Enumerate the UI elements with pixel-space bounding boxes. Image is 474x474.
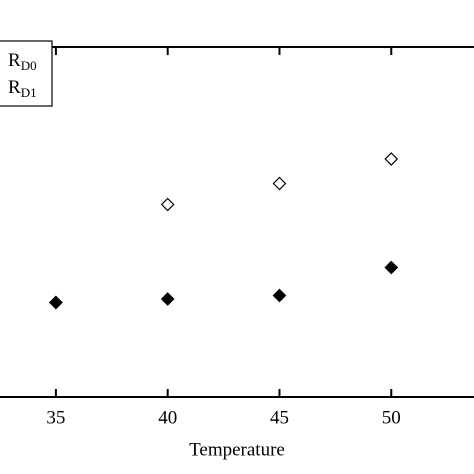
point	[160, 292, 175, 306]
point	[384, 152, 399, 166]
x-tick-label: 40	[158, 407, 177, 428]
point	[384, 260, 399, 275]
point	[49, 295, 63, 310]
point	[272, 288, 287, 303]
x-axis-label: Temperature	[189, 439, 285, 460]
legend-box	[0, 40, 53, 107]
legend-label: RD0	[8, 50, 37, 73]
legend-label: RD1	[8, 77, 37, 100]
x-tick-label: 45	[270, 407, 289, 428]
x-tick-label: 35	[46, 407, 65, 428]
point	[272, 176, 287, 191]
x-tick-label: 50	[382, 407, 401, 428]
point	[160, 197, 175, 212]
